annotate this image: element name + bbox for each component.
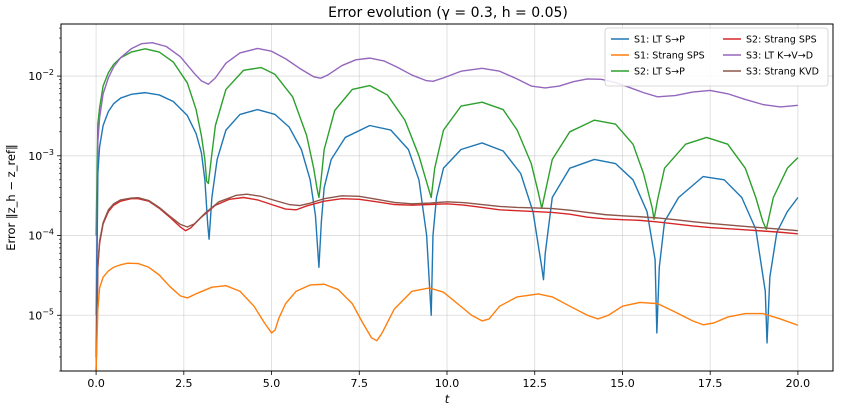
y-tick-base: 10 (28, 70, 42, 83)
legend-label: S2: LT S→P (634, 67, 685, 78)
x-tick-label: 15.0 (610, 377, 635, 390)
series-line (95, 193, 798, 372)
y-tick-exponent: −3 (42, 148, 54, 157)
x-tick-label: 0.0 (87, 377, 105, 390)
x-axis: 0.0 2.5 5.0 7.5 10.0 12.5 15.0 17.5 20.0 (87, 371, 810, 390)
y-tick-exponent: −4 (42, 228, 54, 237)
x-axis-label: t (445, 392, 450, 406)
y-tick-base: 10 (28, 230, 42, 243)
series-line (95, 196, 798, 372)
y-tick-exponent: −5 (42, 307, 54, 316)
y-tick-base: 10 (28, 150, 42, 163)
chart-title: Error evolution (γ = 0.3, h = 0.05) (328, 5, 568, 21)
y-tick-base: 10 (28, 309, 42, 322)
series-line (95, 48, 799, 236)
x-tick-label: 7.5 (351, 377, 369, 390)
y-axis: 10−510−410−310−2 (28, 27, 61, 372)
y-tick-label: 10−4 (28, 228, 54, 243)
legend-label: S2: Strang SPS (746, 35, 817, 46)
legend-label: S3: LT K→V→D (746, 51, 813, 62)
x-tick-label: 10.0 (435, 377, 460, 390)
y-tick-label: 10−3 (28, 148, 54, 163)
y-axis-label: Error ‖z_h − z_ref‖ (4, 144, 18, 251)
y-tick-label: 10−2 (28, 68, 54, 83)
legend-label: S1: Strang SPS (634, 51, 705, 62)
series-line (95, 42, 798, 316)
x-tick-label: 2.5 (175, 377, 193, 390)
x-tick-label: 12.5 (522, 377, 547, 390)
legend: S1: LT S→P S1: Strang SPS S2: LT S→P S2: St… (604, 27, 829, 87)
legend-box (604, 27, 829, 87)
x-tick-label: 5.0 (263, 377, 281, 390)
legend-label: S3: Strang KVD (746, 67, 819, 78)
series-line (95, 262, 799, 372)
x-tick-label: 17.5 (698, 377, 723, 390)
series-layer (95, 42, 799, 372)
y-tick-exponent: −2 (42, 68, 54, 77)
legend-label: S1: LT S→P (634, 35, 685, 46)
x-tick-label: 20.0 (786, 377, 811, 390)
y-tick-label: 10−5 (28, 307, 54, 322)
series-line (95, 91, 799, 357)
